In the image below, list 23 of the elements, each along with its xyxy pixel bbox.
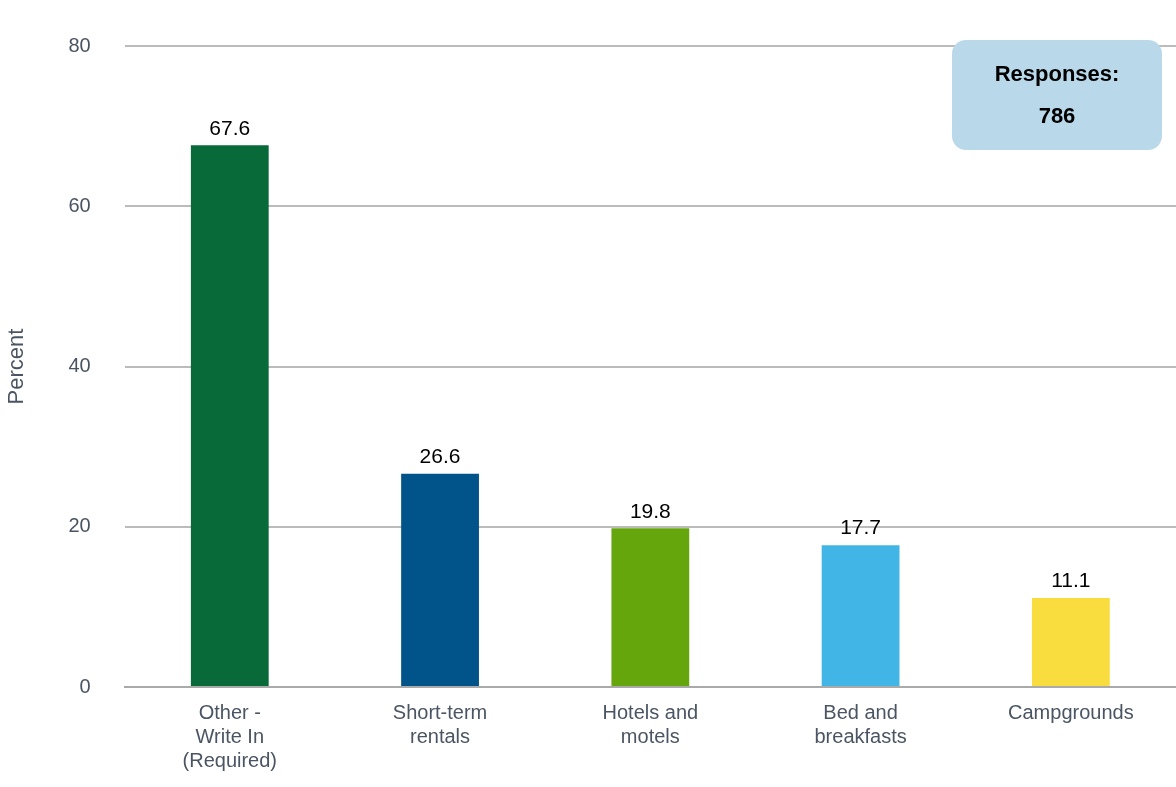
- annotation: Responses: 786: [993, 60, 1121, 130]
- note-box: Responses: 786: [952, 40, 1162, 150]
- data-label: 17.7: [840, 515, 882, 539]
- data-label: 26.6: [419, 444, 461, 468]
- x-tick-label: Campgrounds: [1008, 700, 1134, 723]
- bar: [821, 545, 900, 686]
- y-tick-label: 60: [68, 193, 91, 216]
- data-label: 19.8: [629, 498, 671, 522]
- y-tick-label: 0: [79, 674, 91, 697]
- y-tick-label: 80: [68, 33, 91, 56]
- y-tick-label: 20: [68, 514, 91, 537]
- x-tick-label: Hotels and motels: [602, 700, 699, 747]
- y-axis-title: Percent: [3, 328, 29, 405]
- x-tick-label: Short-term rentals: [392, 700, 488, 747]
- data-label: 11.1: [1051, 568, 1091, 592]
- y-tick-label: 40: [68, 354, 91, 377]
- bar: [1031, 598, 1110, 686]
- x-tick-label: Other - Write In (Required): [182, 700, 278, 771]
- bar: [190, 145, 269, 686]
- bar: [401, 473, 479, 686]
- bar: [611, 528, 690, 686]
- x-tick-label: Bed and breakfasts: [814, 700, 907, 747]
- data-label: 67.6: [209, 115, 251, 139]
